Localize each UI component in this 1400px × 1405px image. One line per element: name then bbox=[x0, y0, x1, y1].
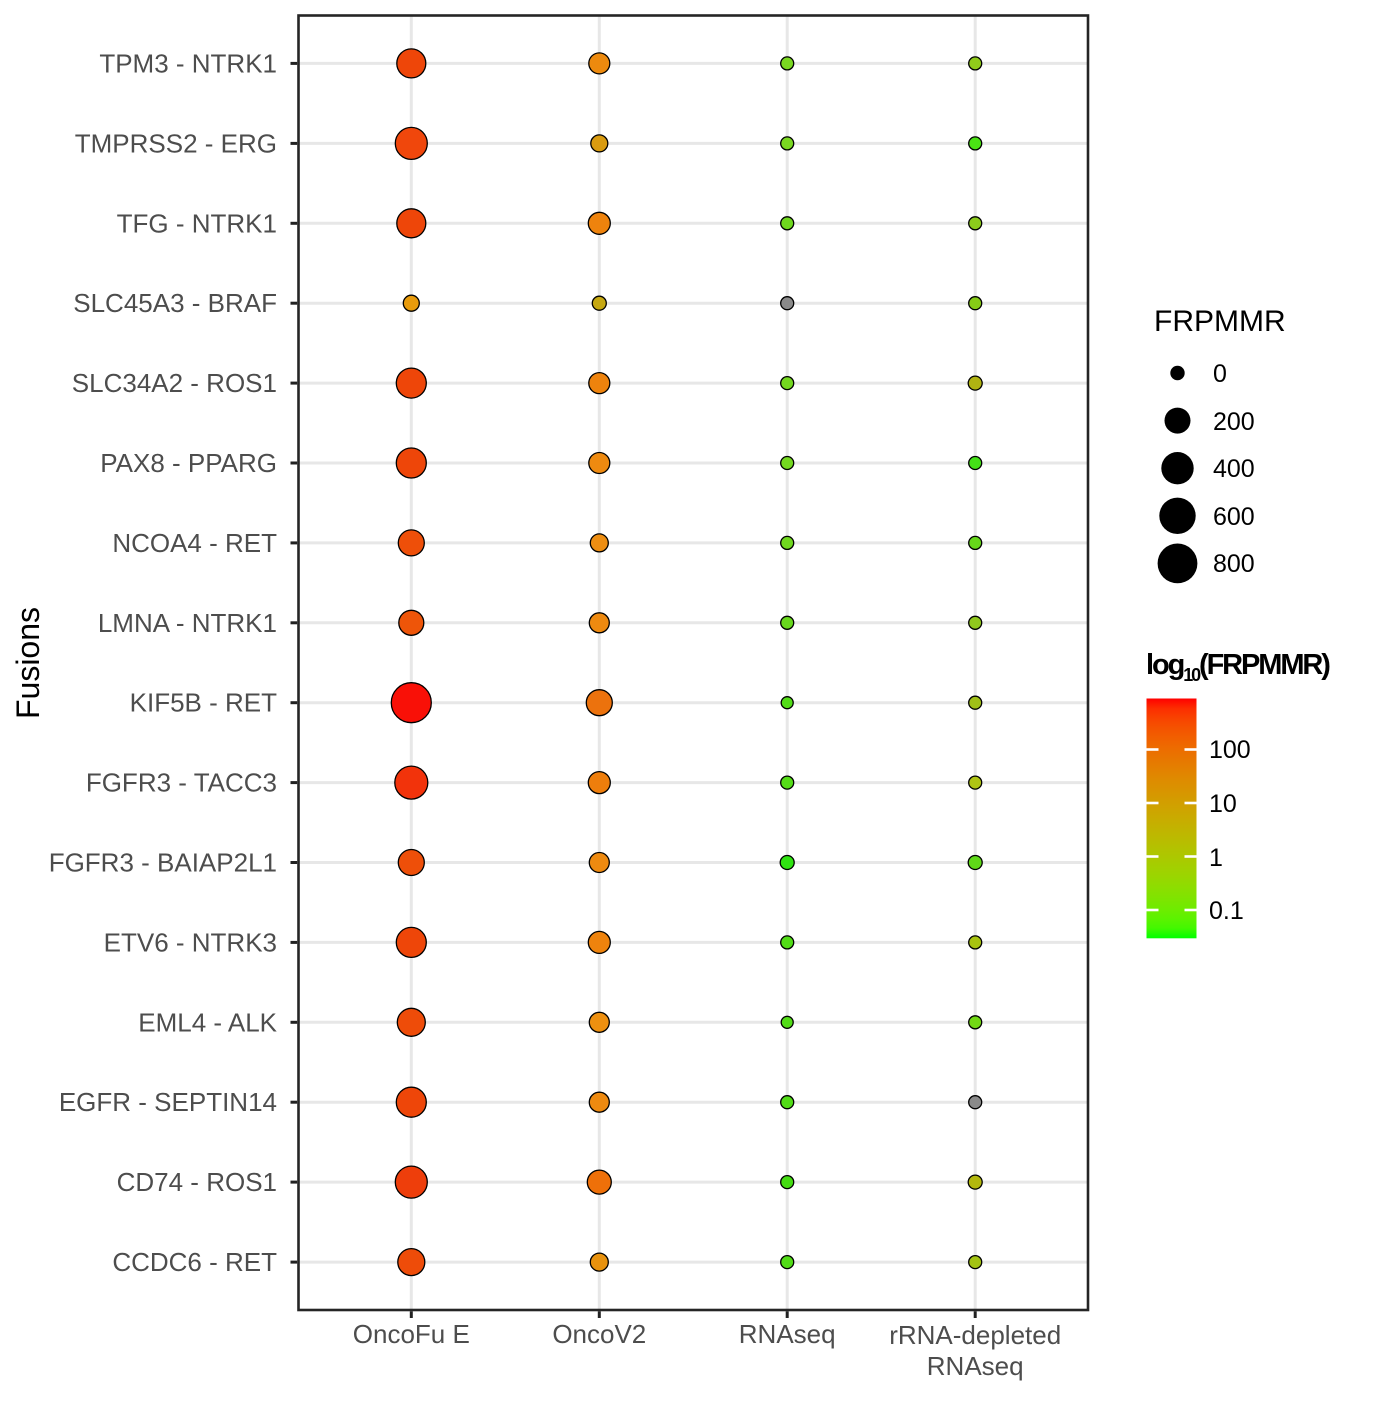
svg-text:200: 200 bbox=[1213, 408, 1255, 436]
svg-text:FGFR3 - TACC3: FGFR3 - TACC3 bbox=[86, 768, 277, 798]
svg-text:RNAseq: RNAseq bbox=[927, 1351, 1024, 1381]
svg-text:0: 0 bbox=[1213, 360, 1227, 388]
svg-text:OncoFu E: OncoFu E bbox=[353, 1319, 470, 1349]
svg-text:rRNA-depleted: rRNA-depleted bbox=[889, 1320, 1061, 1350]
svg-text:ETV6 - NTRK3: ETV6 - NTRK3 bbox=[104, 927, 277, 957]
svg-text:RNAseq: RNAseq bbox=[739, 1319, 836, 1349]
svg-text:TPM3 - NTRK1: TPM3 - NTRK1 bbox=[99, 48, 277, 78]
svg-text:TFG - NTRK1: TFG - NTRK1 bbox=[117, 208, 277, 238]
svg-text:FGFR3 - BAIAP2L1: FGFR3 - BAIAP2L1 bbox=[49, 848, 277, 878]
svg-text:EML4 - ALK: EML4 - ALK bbox=[138, 1007, 277, 1037]
svg-text:EGFR - SEPTIN14: EGFR - SEPTIN14 bbox=[59, 1087, 277, 1117]
svg-text:1: 1 bbox=[1209, 844, 1223, 872]
svg-text:NCOA4 - RET: NCOA4 - RET bbox=[112, 528, 277, 558]
svg-text:600: 600 bbox=[1213, 503, 1255, 531]
svg-text:OncoV2: OncoV2 bbox=[552, 1319, 646, 1349]
svg-text:SLC34A2 - ROS1: SLC34A2 - ROS1 bbox=[72, 368, 277, 398]
svg-text:CCDC6 - RET: CCDC6 - RET bbox=[112, 1247, 277, 1277]
svg-text:LMNA - NTRK1: LMNA - NTRK1 bbox=[98, 608, 277, 638]
svg-text:400: 400 bbox=[1213, 455, 1255, 483]
svg-text:CD74 - ROS1: CD74 - ROS1 bbox=[117, 1167, 277, 1197]
svg-text:KIF5B - RET: KIF5B - RET bbox=[130, 688, 277, 718]
svg-text:0.1: 0.1 bbox=[1209, 897, 1244, 925]
svg-text:FRPMMR: FRPMMR bbox=[1154, 305, 1286, 338]
svg-text:10: 10 bbox=[1209, 790, 1237, 818]
svg-text:log10(FRPMMR): log10(FRPMMR) bbox=[1146, 649, 1330, 685]
svg-text:TMPRSS2 - ERG: TMPRSS2 - ERG bbox=[75, 128, 277, 158]
svg-text:PAX8 - PPARG: PAX8 - PPARG bbox=[100, 448, 277, 478]
svg-text:800: 800 bbox=[1213, 550, 1255, 578]
svg-text:Fusions: Fusions bbox=[10, 607, 46, 719]
svg-text:SLC45A3 - BRAF: SLC45A3 - BRAF bbox=[73, 288, 277, 318]
svg-text:100: 100 bbox=[1209, 736, 1251, 764]
